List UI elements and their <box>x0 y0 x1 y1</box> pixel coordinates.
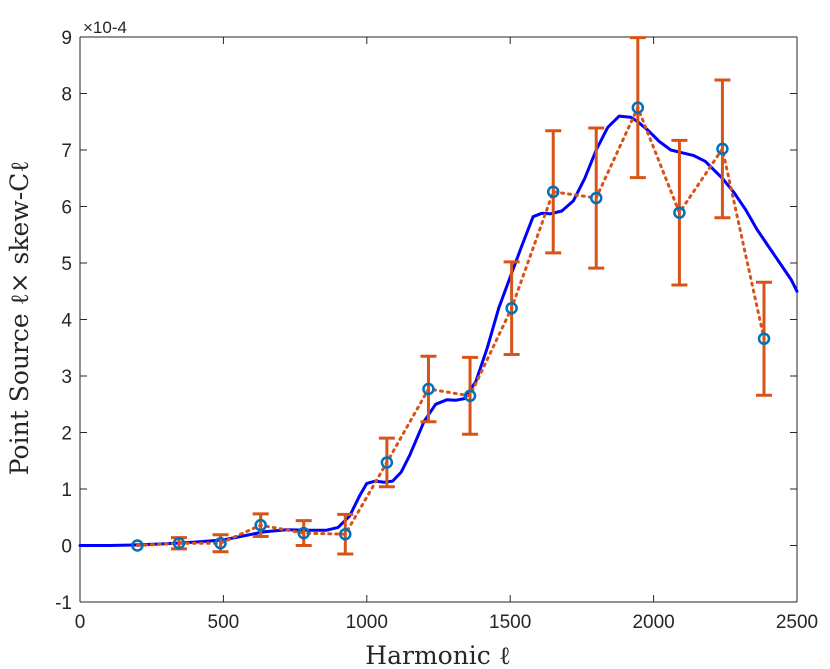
y-tick-label: -1 <box>55 593 72 614</box>
data-point <box>716 142 729 156</box>
data-point <box>757 332 771 345</box>
data-point <box>380 456 394 469</box>
x-tick-label: 2500 <box>776 612 818 633</box>
data-point <box>297 526 310 540</box>
y-tick-label: 6 <box>61 198 72 219</box>
data-point <box>172 536 186 550</box>
y-tick-label: 4 <box>61 311 72 332</box>
x-axis-title: Harmonic ℓ <box>365 641 510 669</box>
x-tick-label: 2000 <box>632 612 674 633</box>
data-point <box>546 185 560 199</box>
data-point <box>339 527 352 541</box>
x-tick-label: 0 <box>75 612 86 633</box>
y-exponent-label: ×10-4 <box>83 18 127 37</box>
x-tick-label: 1500 <box>489 612 531 633</box>
y-tick-label: 9 <box>61 28 72 49</box>
x-tick-label: 500 <box>208 612 240 633</box>
y-tick-label: 3 <box>61 367 72 388</box>
y-tick-label: 7 <box>61 141 72 162</box>
y-tick-label: 8 <box>61 85 72 106</box>
axes <box>79 36 798 603</box>
y-axis-title: Point Source ℓ× skew-Cℓ <box>5 161 34 476</box>
data-point <box>214 536 227 550</box>
y-tick-label: 1 <box>61 480 72 501</box>
data-point <box>505 301 518 315</box>
x-tick-label: 1000 <box>346 612 388 633</box>
y-tick-label: 2 <box>61 424 72 445</box>
model-curve <box>78 114 799 547</box>
data-point <box>463 389 477 403</box>
data-dotted-line <box>135 103 766 547</box>
data-point <box>631 101 645 114</box>
data-point <box>254 518 267 532</box>
y-tick-label: 0 <box>61 537 72 558</box>
y-tick-label: 5 <box>61 254 72 275</box>
plot-area <box>78 36 799 556</box>
data-point <box>131 539 144 552</box>
data-point <box>673 206 686 219</box>
data-point <box>422 382 435 396</box>
data-point <box>589 191 603 205</box>
x-ticks: 0 500 1000 1500 2000 2500 <box>75 37 818 633</box>
y-ticks: -1 0 1 2 3 4 5 6 7 8 9 <box>55 28 797 614</box>
